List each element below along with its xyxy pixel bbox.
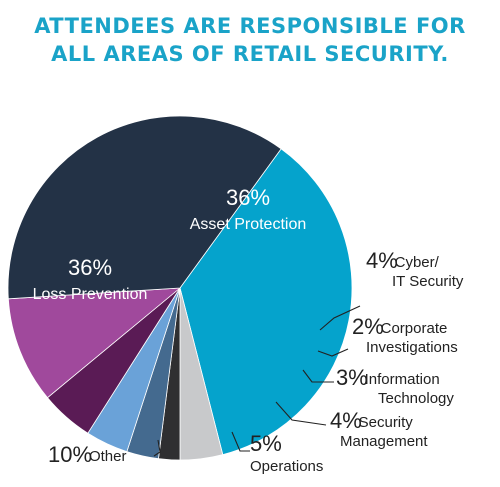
slice-label-cyber-it-security-line-2: IT Security xyxy=(392,273,464,290)
slice-percent-loss-prevention: 36% xyxy=(68,255,112,280)
chart-title: ATTENDEES ARE RESPONSIBLE FOR ALL AREAS … xyxy=(0,12,500,68)
leader-line-operations xyxy=(231,431,250,452)
slice-percent-asset-protection: 36% xyxy=(226,185,270,210)
slice-label-information-technology-line-1: Information xyxy=(365,371,440,388)
slice-label-corporate-investigations-line-1: Corporate xyxy=(381,320,448,337)
slice-label-loss-prevention: Loss Prevention xyxy=(33,286,148,303)
slice-percent-security-management: 4% xyxy=(330,408,362,433)
leader-line-security-management xyxy=(275,401,327,426)
slice-label-operations: Operations xyxy=(250,458,323,475)
slice-percent-other: 10% xyxy=(48,442,92,467)
slice-percent-corporate-investigations: 2% xyxy=(352,314,384,339)
chart-title-line-1: ATTENDEES ARE RESPONSIBLE FOR xyxy=(34,14,466,38)
leader-line-cyber-it-security xyxy=(319,305,361,331)
slice-label-security-management-line-1: Security xyxy=(359,414,414,431)
slice-percent-cyber-it-security: 4% xyxy=(366,248,398,273)
slice-label-information-technology-line-2: Technology xyxy=(378,390,454,407)
pie-slice-loss-prevention xyxy=(7,115,282,300)
slice-label-cyber-it-security-line-1: Cyber/ xyxy=(395,254,440,271)
leader-line-information-technology xyxy=(302,369,334,383)
slice-label-other: Other xyxy=(89,448,127,465)
leader-line-other xyxy=(153,439,161,457)
slice-label-asset-protection: Asset Protection xyxy=(190,216,307,233)
slice-label-security-management-line-2: Management xyxy=(340,433,428,450)
pie-slice-other xyxy=(7,287,182,399)
leader-line-corporate-investigations xyxy=(317,348,349,357)
slice-percent-information-technology: 3% xyxy=(336,365,368,390)
chart-title-line-2: ALL AREAS OF RETAIL SECURITY. xyxy=(51,42,449,66)
slice-label-corporate-investigations-line-2: Investigations xyxy=(366,339,458,356)
slice-percent-operations: 5% xyxy=(250,431,282,456)
